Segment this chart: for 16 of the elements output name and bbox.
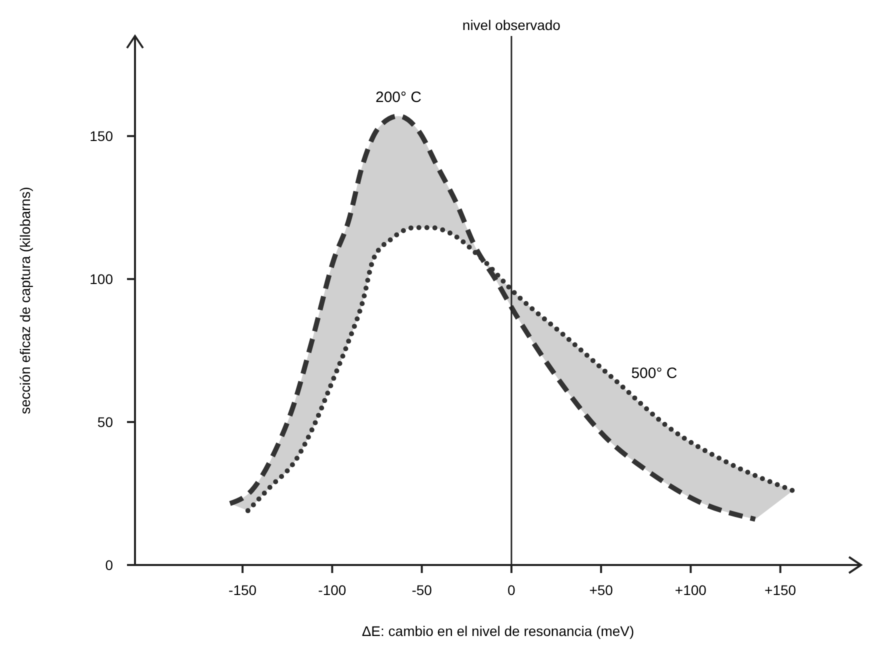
ref-line-label: nivel observado [462,17,561,33]
y-tick-label: 100 [90,271,114,288]
y-tick-label: 50 [97,414,114,430]
y-tick-label: 150 [90,128,114,144]
x-tick-label: -100 [318,582,346,598]
x-tick-label: 0 [508,582,516,598]
x-axis-title: ΔE: cambio en el nivel de resonancia (meV) [362,623,634,639]
x-tick-label: -150 [228,582,257,598]
x-tick-label: +50 [589,582,614,598]
y-axis-title: sección eficaz de captura (kilobarns) [17,186,33,414]
x-tick-label: +100 [674,582,707,598]
series-label: 200° C [375,89,422,106]
series-label: 500° C [631,364,678,382]
x-tick-label: -50 [412,582,432,598]
y-tick-label: 0 [105,557,114,573]
x-tick-label: +150 [764,582,796,598]
